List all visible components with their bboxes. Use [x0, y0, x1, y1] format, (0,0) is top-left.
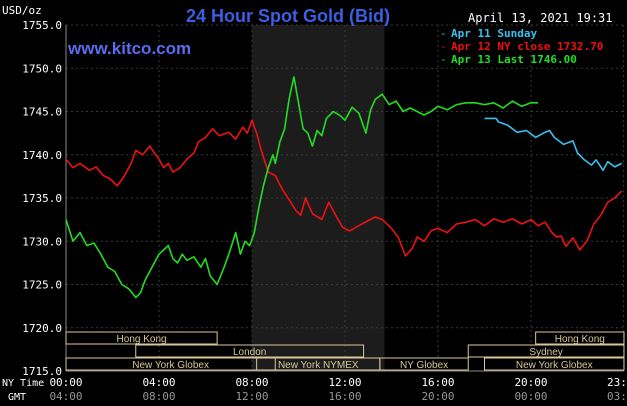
session-label: New York Globex — [516, 360, 593, 371]
y-tick-label: 1740.0 — [22, 149, 62, 162]
session-box — [65, 331, 218, 345]
legend-marker: - — [440, 27, 447, 40]
y-tick-label: 1730.0 — [22, 235, 62, 248]
legend-label: Apr 12 NY close 1732.70 — [451, 40, 603, 53]
chart-title: 24 Hour Spot Gold (Bid) — [186, 6, 390, 26]
y-tick-label: 1715.0 — [22, 365, 62, 378]
x-tick-label-ny: 00:00 — [49, 376, 82, 389]
x-tick-label-gmt: 08:00 — [142, 390, 175, 403]
series-line-sunday — [484, 117, 623, 172]
session-box — [65, 357, 276, 371]
session-label: Hong Kong — [555, 334, 605, 345]
market-sessions: Hong Kong Hong Kong London Sydney New York G… — [65, 331, 625, 371]
x-tick-label-gmt: 12:00 — [235, 390, 268, 403]
x-tick-label-ny: 23:59 — [607, 376, 627, 389]
ny-time-label: NY Time — [2, 378, 44, 389]
session-label: New York Globex — [132, 360, 209, 371]
legend-label: Apr 13 Last 1746.00 — [451, 53, 577, 66]
x-tick-label-gmt: 03:59 — [607, 390, 627, 403]
session-label: Hong Kong — [117, 334, 167, 345]
session-label: NY Globex — [400, 360, 448, 371]
session-box — [467, 344, 625, 358]
y-tick-label: 1750.0 — [22, 62, 62, 75]
y-tick-label: 1745.0 — [22, 106, 62, 119]
x-tick-label-ny: 08:00 — [235, 376, 268, 389]
session-label: New York NYMEX — [278, 360, 359, 371]
price-series — [65, 76, 623, 299]
legend: - Apr 11 Sunday- Apr 12 NY close 1732.70- A… — [440, 27, 603, 66]
x-tick-label-ny: 16:00 — [421, 376, 454, 389]
site-link[interactable]: www.kitco.com — [67, 39, 191, 58]
y-tick-label: 1735.0 — [22, 192, 62, 205]
session-label: London — [233, 347, 266, 358]
y-axis-tick-labels: 1715.0 1720.0 1725.0 1730.0 1735.0 1740.0 1745… — [22, 19, 62, 378]
legend-label: Apr 11 Sunday — [451, 27, 537, 40]
x-tick-label-gmt: 16:00 — [328, 390, 361, 403]
session-label: Sydney — [529, 347, 562, 358]
x-tick-label-gmt: 20:00 — [421, 390, 454, 403]
x-tick-label-gmt: 04:00 — [49, 390, 82, 403]
gmt-label: GMT — [8, 392, 26, 403]
x-tick-label-gmt: 00:00 — [514, 390, 547, 403]
series-line-ny_close — [65, 119, 623, 257]
legend-marker: - — [440, 40, 447, 53]
session-box — [535, 331, 625, 345]
x-tick-label-ny: 12:00 — [328, 376, 361, 389]
session-box — [135, 344, 365, 358]
unit-label: USD/oz — [2, 4, 42, 17]
y-tick-label: 1720.0 — [22, 322, 62, 335]
timestamp: April 13, 2021 19:31 — [468, 11, 613, 25]
legend-marker: - — [440, 53, 447, 66]
session-box — [379, 357, 469, 371]
series-line-last — [65, 76, 538, 299]
y-tick-label: 1755.0 — [22, 19, 62, 32]
x-tick-label-ny: 04:00 — [142, 376, 175, 389]
session-box — [484, 357, 625, 371]
x-tick-label-ny: 20:00 — [514, 376, 547, 389]
axes — [65, 25, 624, 372]
y-tick-label: 1725.0 — [22, 279, 62, 292]
x-axis-tick-labels: 00:0004:0008:0012:0016:0020:0023:5904:00… — [49, 376, 627, 403]
